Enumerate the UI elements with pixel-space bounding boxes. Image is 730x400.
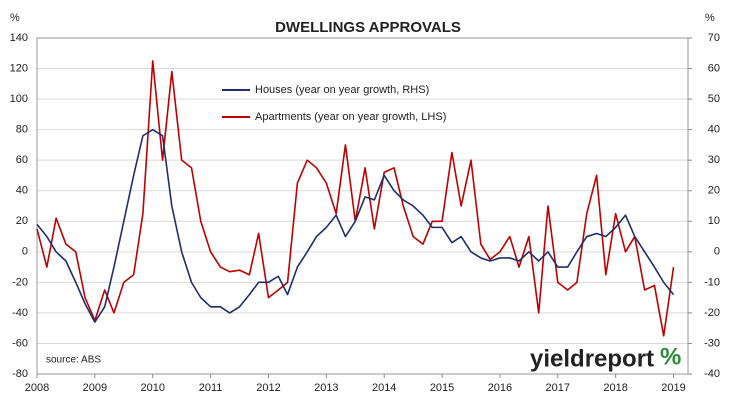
y-tick-label: -60: [12, 337, 28, 349]
y2-tick-label: 0: [714, 246, 720, 258]
x-tick-label: 2010: [140, 382, 164, 394]
y-tick-label: 20: [16, 215, 28, 227]
y-tick-label: 40: [16, 185, 28, 197]
x-tick-label: 2015: [430, 382, 454, 394]
x-tick-label: 2016: [488, 382, 512, 394]
x-tick-label: 2014: [372, 382, 396, 394]
y-tick-label: -80: [12, 368, 28, 380]
chart-title: DWELLINGS APPROVALS: [275, 19, 461, 36]
legend-label: Houses (year on year growth, RHS): [255, 84, 429, 96]
y2-tick-label: 70: [708, 32, 720, 44]
y2-tick-label: 40: [708, 124, 720, 136]
y2-tick-label: 30: [708, 154, 720, 166]
y2-tick-label: -40: [704, 368, 720, 380]
y-tick-label: 140: [10, 32, 28, 44]
y-tick-label: 80: [16, 124, 28, 136]
x-tick-label: 2008: [25, 382, 49, 394]
y2-tick-label: -30: [704, 337, 720, 349]
y2-tick-label: 10: [708, 215, 720, 227]
y-tick-label: 120: [10, 62, 28, 74]
x-tick-label: 2009: [83, 382, 107, 394]
y2-tick-label: 60: [708, 62, 720, 74]
series-line: [36, 128, 675, 323]
x-tick-label: 2018: [603, 382, 627, 394]
y2-tick-label: -20: [704, 307, 720, 319]
y-tick-label: 60: [16, 154, 28, 166]
legend-label: Apartments (year on year growth, LHS): [255, 111, 446, 123]
x-tick-label: 2019: [661, 382, 685, 394]
y2-unit: %: [705, 12, 715, 24]
y2-tick-label: 50: [708, 93, 720, 105]
y-tick-label: 0: [22, 246, 28, 258]
y-tick-label: -20: [12, 276, 28, 288]
logo-mark: %: [660, 343, 681, 370]
y2-tick-label: -10: [704, 276, 720, 288]
logo: yieldreport: [530, 345, 654, 372]
series-line: [36, 60, 675, 337]
x-tick-label: 2017: [546, 382, 570, 394]
x-tick-label: 2011: [199, 382, 223, 394]
y-tick-label: -40: [12, 307, 28, 319]
x-tick-label: 2012: [256, 382, 280, 394]
source-note: source: ABS: [46, 355, 101, 366]
y-tick-label: 100: [10, 93, 28, 105]
x-tick-label: 2013: [314, 382, 338, 394]
plot-frame: [36, 37, 689, 375]
y-unit: %: [10, 12, 20, 24]
y2-tick-label: 20: [708, 185, 720, 197]
